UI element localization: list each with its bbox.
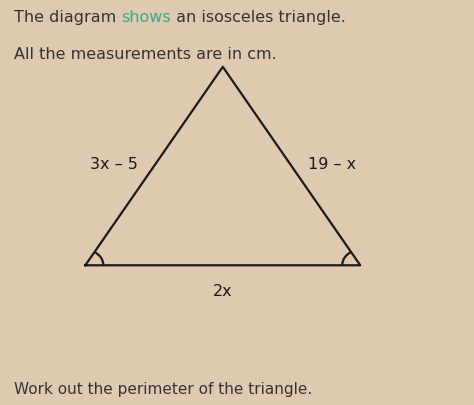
Text: shows: shows — [122, 10, 171, 25]
Text: 2x: 2x — [213, 284, 233, 299]
Text: 19 – x: 19 – x — [308, 156, 356, 172]
Text: an isosceles triangle.: an isosceles triangle. — [171, 10, 346, 25]
Text: All the measurements are in cm.: All the measurements are in cm. — [14, 47, 277, 62]
Text: 3x – 5: 3x – 5 — [90, 156, 138, 172]
Text: The diagram: The diagram — [14, 10, 122, 25]
Text: Work out the perimeter of the triangle.: Work out the perimeter of the triangle. — [14, 382, 312, 397]
